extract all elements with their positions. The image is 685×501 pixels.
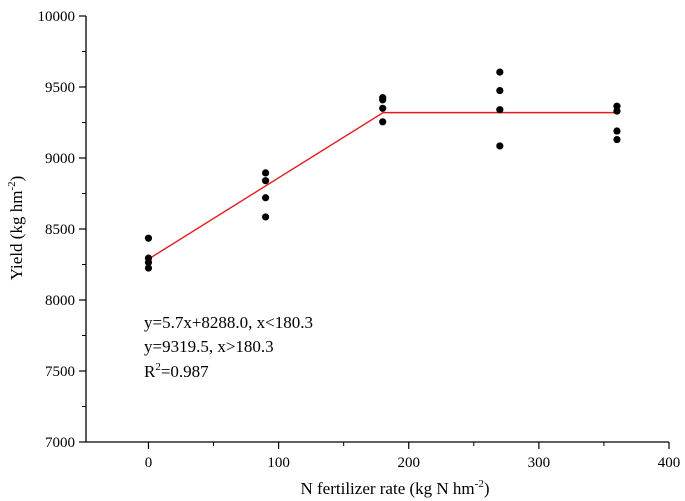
x-axis-label-sup: -2: [475, 478, 484, 490]
data-point: [144, 258, 153, 266]
data-point: [496, 106, 504, 114]
x-tick-label: 0: [145, 455, 153, 471]
y-tick-label: 7500: [45, 364, 75, 380]
data-point: [496, 86, 504, 95]
x-tick-label: 400: [658, 455, 681, 471]
x-axis-label-tail: ): [484, 479, 490, 498]
data-point: [613, 102, 621, 110]
equation-line-3: R2=0.987: [144, 361, 209, 381]
y-tick-label: 9000: [45, 151, 75, 167]
equation-line-1: y=5.7x+8288.0, x<180.3: [144, 313, 313, 332]
data-point: [379, 104, 387, 112]
equation-line-2: y=9319.5, x>180.3: [144, 337, 274, 356]
x-tick-label: 100: [267, 455, 290, 471]
r-squared-sup: 2: [155, 361, 161, 373]
data-points: [144, 68, 621, 272]
x-ticks: 0 100 200 300 400: [145, 442, 681, 471]
y-tick-label: 8000: [45, 293, 75, 309]
y-tick-label: 9500: [45, 80, 75, 96]
data-point: [379, 118, 387, 126]
data-point: [144, 234, 153, 242]
y-ticks: 7000 7500 8000 8500 9000 9500 10000: [38, 9, 86, 451]
y-tick-label: 10000: [38, 9, 76, 25]
data-point: [496, 68, 504, 76]
data-point: [261, 213, 270, 221]
x-axis-label: N fertilizer rate (kg N hm-2): [300, 478, 489, 498]
data-point: [496, 142, 504, 150]
y-tick-label: 7000: [45, 435, 75, 451]
r-squared-value: =0.987: [161, 362, 209, 381]
fit-line: [148, 111, 617, 260]
data-point: [261, 194, 270, 202]
data-point: [144, 264, 153, 272]
data-point: [261, 169, 270, 177]
y-axis-label-tail: ): [7, 176, 26, 182]
x-tick-label: 300: [528, 455, 551, 471]
y-axis-label: Yield (kg hm-2): [6, 176, 26, 281]
data-point: [613, 127, 621, 135]
data-point: [613, 107, 621, 115]
y-axis-label-sup: -2: [6, 181, 18, 190]
x-tick-label: 200: [397, 455, 420, 471]
data-point: [379, 96, 387, 104]
y-tick-label: 8500: [45, 222, 75, 238]
data-point: [261, 177, 270, 185]
data-point: [613, 135, 621, 144]
